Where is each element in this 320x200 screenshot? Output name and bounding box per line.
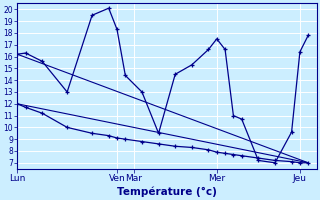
X-axis label: Température (°c): Température (°c) — [117, 186, 217, 197]
